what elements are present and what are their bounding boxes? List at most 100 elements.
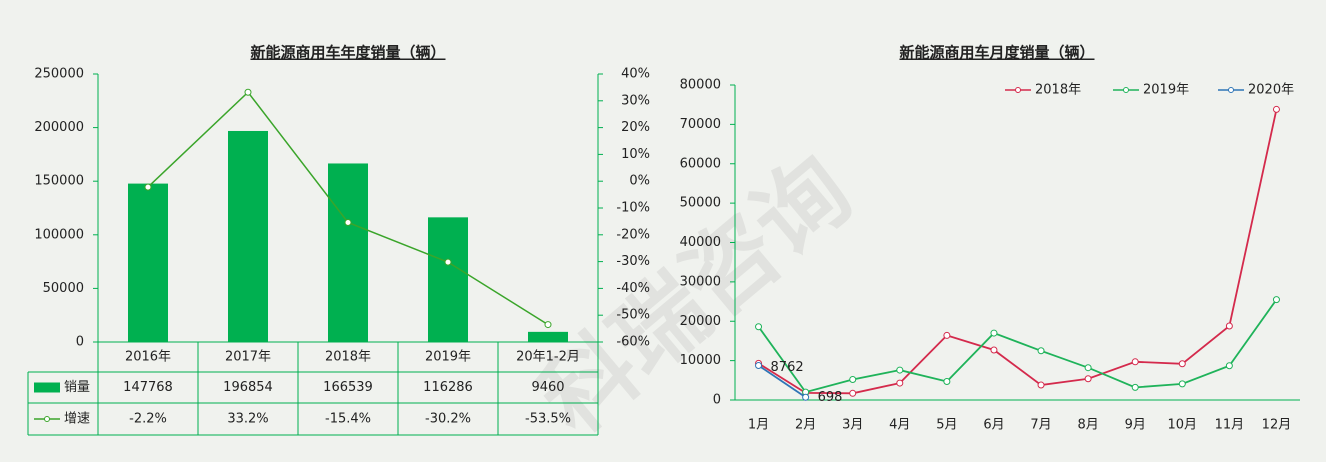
x-tick-label: 12月 xyxy=(1262,418,1292,433)
point xyxy=(755,323,763,331)
bar xyxy=(528,331,568,342)
x-tick-label: 2017年 xyxy=(225,350,271,365)
point xyxy=(344,218,352,226)
y-tick-label: 60000 xyxy=(680,156,721,171)
x-tick-label: 3月 xyxy=(842,418,863,433)
point xyxy=(1225,322,1233,330)
chart-title: 新能源商用车年度销量（辆） xyxy=(250,44,445,62)
table-cell: 196854 xyxy=(223,380,273,395)
line xyxy=(758,109,1278,395)
x-tick-label: 4月 xyxy=(889,418,910,433)
y2-tick-label: 0% xyxy=(629,174,650,189)
point xyxy=(943,331,951,339)
y2-tick-label: -30% xyxy=(616,254,650,269)
x-tick-label: 20年1-2月 xyxy=(516,350,580,365)
table-cell: 9460 xyxy=(531,380,564,395)
legend-label: 2020年 xyxy=(1248,83,1294,98)
point xyxy=(144,183,152,191)
point xyxy=(990,346,998,354)
y-tick-label: 40000 xyxy=(680,235,721,250)
y-tick-label: 0 xyxy=(76,335,84,350)
y-tick-label: 50000 xyxy=(680,196,721,211)
x-tick-label: 2月 xyxy=(795,418,816,433)
x-tick-label: 11月 xyxy=(1215,418,1245,433)
point xyxy=(1037,381,1045,389)
table-cell: -2.2% xyxy=(129,412,167,427)
point xyxy=(1272,296,1280,304)
point xyxy=(244,88,252,96)
x-tick-label: 9月 xyxy=(1125,418,1146,433)
x-tick-label: 1月 xyxy=(748,418,769,433)
table-cell: 147768 xyxy=(123,380,173,395)
legend-label: 2018年 xyxy=(1035,83,1081,98)
line xyxy=(757,299,1278,394)
legend-marker xyxy=(1228,87,1234,93)
legend-marker xyxy=(1123,87,1129,93)
y-tick-label: 70000 xyxy=(680,117,721,132)
y-tick-label: 250000 xyxy=(34,67,84,82)
legend-marker xyxy=(1015,87,1021,93)
table-cell: -15.4% xyxy=(325,412,371,427)
y-tick-label: 10000 xyxy=(680,353,721,368)
point xyxy=(849,389,857,397)
point xyxy=(1037,347,1045,355)
y-tick-label: 0 xyxy=(713,393,721,408)
point xyxy=(544,321,552,329)
y-tick-label: 200000 xyxy=(34,120,84,135)
y2-tick-label: -10% xyxy=(616,201,650,216)
bar xyxy=(328,163,368,342)
y2-tick-label: 20% xyxy=(621,120,650,135)
legend-swatch xyxy=(34,382,60,393)
x-tick-label: 5月 xyxy=(936,418,957,433)
point xyxy=(990,329,998,337)
y-tick-label: 20000 xyxy=(680,314,721,329)
table-cell: -53.5% xyxy=(525,412,571,427)
point xyxy=(1131,358,1139,366)
point xyxy=(896,366,904,374)
point xyxy=(1272,105,1280,113)
legend-label: 2019年 xyxy=(1143,83,1189,98)
x-tick-label: 6月 xyxy=(983,418,1004,433)
point xyxy=(1131,383,1139,391)
x-tick-label: 2019年 xyxy=(425,350,471,365)
data-label: 8762 xyxy=(771,360,804,375)
bar xyxy=(228,130,268,342)
x-tick-label: 2018年 xyxy=(325,350,371,365)
y-tick-label: 30000 xyxy=(680,274,721,289)
point xyxy=(1084,364,1092,372)
bar xyxy=(128,183,168,342)
y2-tick-label: -40% xyxy=(616,281,650,296)
y2-tick-label: 30% xyxy=(621,93,650,108)
y-tick-label: 80000 xyxy=(680,78,721,93)
point xyxy=(802,393,810,401)
legend-marker xyxy=(44,416,50,422)
legend-label: 销量 xyxy=(64,380,90,395)
table-cell: 166539 xyxy=(323,380,373,395)
y-tick-label: 100000 xyxy=(34,227,84,242)
x-tick-label: 7月 xyxy=(1030,418,1051,433)
data-label: 698 xyxy=(818,390,843,405)
point xyxy=(943,377,951,385)
y2-tick-label: 10% xyxy=(621,147,650,162)
point xyxy=(896,379,904,387)
point xyxy=(1084,375,1092,383)
y2-tick-label: -50% xyxy=(616,308,650,323)
point xyxy=(755,361,763,369)
y-tick-label: 150000 xyxy=(34,174,84,189)
chart-title: 新能源商用车月度销量（辆） xyxy=(899,44,1094,62)
y2-tick-label: 40% xyxy=(621,67,650,82)
point xyxy=(849,376,857,384)
point xyxy=(1178,380,1186,388)
table-cell: -30.2% xyxy=(425,412,471,427)
point xyxy=(444,258,452,266)
legend-label: 增速 xyxy=(64,412,90,427)
x-tick-label: 10月 xyxy=(1168,418,1198,433)
x-tick-label: 8月 xyxy=(1077,418,1098,433)
y-tick-label: 50000 xyxy=(43,281,84,296)
bar xyxy=(428,217,468,342)
table-cell: 33.2% xyxy=(227,412,268,427)
y2-tick-label: -20% xyxy=(616,227,650,242)
point xyxy=(1225,362,1233,370)
